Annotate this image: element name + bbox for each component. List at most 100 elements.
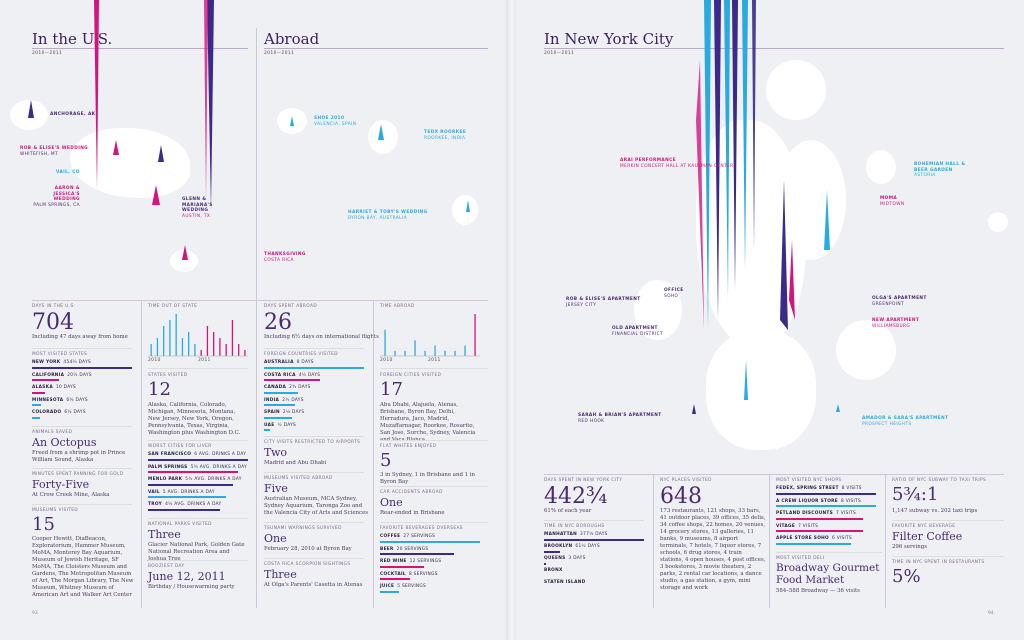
- museums-value: 15: [32, 514, 55, 535]
- chart-bar: [414, 340, 416, 356]
- stat-row-value: 2½ DAYS: [282, 397, 304, 403]
- countries-label: FOREIGN COUNTRIES VISITED: [264, 352, 339, 357]
- stat-row-name: A CREW LIQUOR STORE: [776, 498, 839, 504]
- chart-bar: [194, 344, 196, 356]
- nyc-days-value: 442¾: [544, 484, 608, 509]
- stat-bar: [380, 540, 480, 543]
- divider: [32, 468, 132, 469]
- shops-label: MOST VISITED NYC SHOPS: [776, 478, 842, 483]
- stat-bar: [264, 404, 295, 406]
- boroughs-label: TIME IN NYC BOROUGHS: [544, 524, 605, 529]
- right-page: In New York City 2010—2011 ARAI PERFORMA…: [516, 0, 1024, 640]
- cities-liver-label: WORST CITIES FOR LIVER: [148, 444, 212, 449]
- time-out-axis-2011: 2011: [198, 358, 211, 363]
- us-days-value: 704: [32, 310, 74, 335]
- divider: [148, 518, 248, 519]
- us-days-note: Including 47 days away from home: [32, 334, 128, 340]
- col-divider: [141, 300, 142, 608]
- stat-row-name: MINNESOTA: [32, 397, 64, 403]
- stat-row: BRONX: [544, 568, 563, 573]
- stat-row-name: ALASKA: [32, 385, 53, 390]
- australia-shape: [452, 195, 478, 225]
- time-out-axis-2010: 2010: [148, 358, 161, 363]
- stat-bar: [148, 508, 220, 511]
- map-label-prospect: AMADOR & SARA'S APARTMENT PROSPECT HEIGHT…: [862, 416, 949, 427]
- stats-top-rule: [32, 300, 488, 301]
- stat-row-value: 5 AVG. DRINKS A DAY: [162, 489, 215, 495]
- col-divider: [769, 474, 770, 608]
- stat-row-value: 61½ DAYS: [575, 544, 600, 549]
- stat-row-name: UAE: [264, 422, 275, 428]
- stat-row: NEW YORK 454⅔ DAYS: [32, 360, 91, 365]
- stat-row-value: 4½ AVG. DRINKS A DAY: [165, 502, 222, 507]
- states-visited-note: Alaska, California, Colorado, Michigan, …: [148, 402, 241, 436]
- stat-row-name: PALM SPRINGS: [148, 464, 188, 470]
- divider: [148, 368, 248, 369]
- divider: [892, 556, 1004, 557]
- stat-row-name: CALIFORNIA: [32, 372, 65, 378]
- map-label-moma: MOMA MIDTOWN: [880, 196, 905, 207]
- us-states-label: MOST VISITED STATES: [32, 352, 88, 357]
- stat-row-name: MENLO PARK: [148, 477, 183, 482]
- divider: [264, 348, 364, 349]
- stat-row-name: BRONX: [544, 568, 563, 573]
- island-shape: [988, 212, 1008, 232]
- stat-row: PALM SPRINGS 5¾ AVG. DRINKS A DAY: [148, 465, 247, 470]
- map-label-vail: VAIL, CO: [56, 170, 80, 175]
- bronx-shape: [766, 60, 826, 120]
- places-note: 173 restaurants, 121 shops, 33 bars, 41 …: [660, 508, 766, 591]
- chart-bar: [454, 350, 456, 356]
- abroad-spikes: [290, 116, 470, 212]
- chart-bar: [225, 344, 227, 356]
- museums-label: MUSEUMS VISITED: [32, 508, 79, 513]
- nyc-days-label: DAYS SPENT IN NEW YORK CITY: [544, 478, 623, 483]
- stat-row-value: 6 VISITS: [832, 536, 853, 541]
- places-label: NYC PLACES VISITED: [660, 478, 712, 483]
- stat-row: ALASKA 10 DAYS: [32, 385, 76, 390]
- stat-row-value: 7 VISITS: [798, 523, 819, 529]
- parks-note: Glacier National Park, Golden Gate Natio…: [148, 542, 245, 562]
- page-number-right: 94: [988, 611, 994, 616]
- stat-row: FEDEX, SPRING STREET 8 VISITS: [776, 486, 862, 491]
- airports-note: Madrid and Abu Dhabi: [264, 460, 327, 466]
- stat-row-value: 10 DAYS: [55, 385, 77, 390]
- airports-value: Two: [264, 446, 287, 459]
- stat-row-name: RED WINE: [380, 559, 407, 564]
- stat-row-value: 377¼ DAYS: [580, 532, 608, 537]
- stat-bar: [264, 379, 320, 381]
- chart-bar: [169, 320, 171, 356]
- nyc-spikes: [692, 0, 840, 414]
- chart-bar: [444, 350, 446, 356]
- stat-row: AUSTRALIA 8 DAYS: [264, 360, 314, 365]
- stat-row: A CREW LIQUOR STORE 8 VISITS: [776, 499, 861, 504]
- tsunami-label: TSUNAMI WARNINGS SURVIVED: [264, 526, 342, 531]
- stat-row-value: 20⅔ DAYS: [67, 372, 92, 378]
- animals-value: An Octopus: [32, 436, 97, 449]
- stat-row-name: STATEN ISLAND: [544, 580, 586, 585]
- stat-row-value: 4½ DAYS: [298, 372, 321, 378]
- animals-note: Freed from a shrimp pot in Prince Willia…: [32, 450, 126, 463]
- flat-whites-label: FLAT WHITES ENJOYED: [380, 444, 437, 449]
- scorpion-value: Three: [264, 568, 297, 581]
- map-label-whitefish: ROB & ELISE'S WEDDING WHITEFISH, MT: [20, 146, 89, 157]
- car-label: CAR ACCIDENTS ABROAD: [380, 490, 443, 495]
- stat-row: PETLAND DISCOUNTS 7 VISITS: [776, 511, 856, 516]
- jersey-shape: [634, 280, 682, 340]
- divider: [264, 472, 364, 473]
- chart-bar: [474, 314, 476, 356]
- stat-row: UAE ½ DAYS: [264, 423, 296, 428]
- stat-bar: [264, 429, 270, 431]
- stat-row-value: 5¾ AVG. DRINKS A DAY: [190, 464, 247, 470]
- divider: [32, 348, 132, 349]
- stat-row-value: 6 AVG. DRINKS A DAY: [194, 452, 247, 457]
- stat-bar: [264, 416, 292, 419]
- abroad-days-note: Including 6½ days on international fligh…: [264, 334, 379, 340]
- divider: [264, 522, 364, 523]
- stat-row-value: 20 SERVINGS: [396, 546, 429, 552]
- divider: [544, 520, 644, 521]
- east-shape: [836, 320, 896, 380]
- stat-row: COCKTAIL 8 SERVINGS: [380, 572, 438, 577]
- stat-row: INDIA 2½ DAYS: [264, 398, 304, 403]
- queens-shape: [776, 140, 846, 260]
- deli-value: Broadway Gourmet Food Market: [776, 562, 880, 586]
